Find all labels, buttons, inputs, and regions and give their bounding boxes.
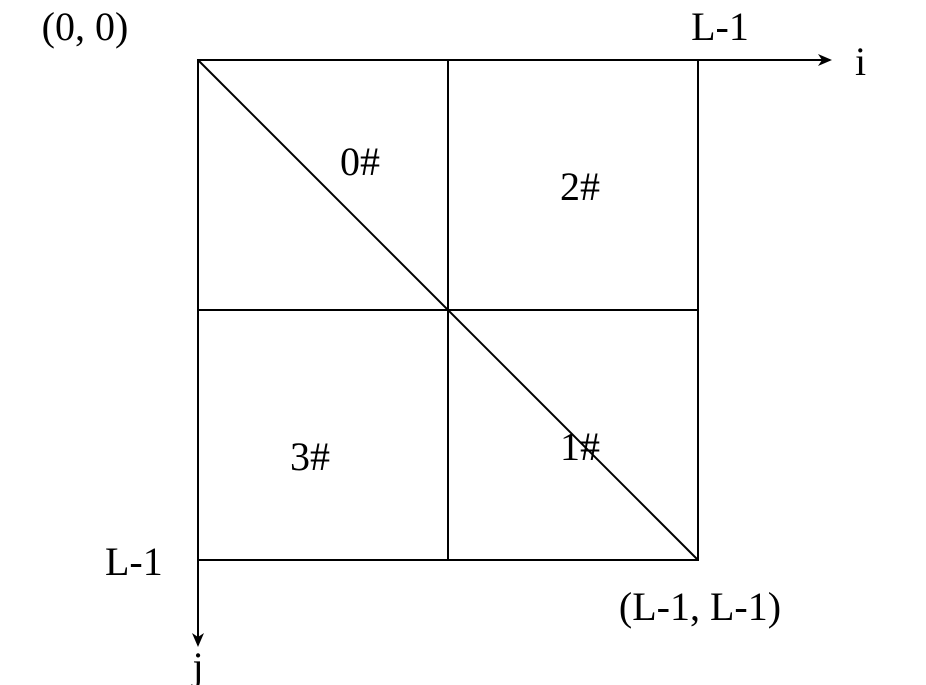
region-3: 3# — [290, 434, 330, 479]
label-origin: (0, 0) — [42, 4, 129, 49]
label-l1-j: L-1 — [105, 539, 163, 584]
label-corner: (L-1, L-1) — [619, 584, 781, 629]
label-l1-i: L-1 — [691, 4, 749, 49]
axis-i-label: i — [855, 39, 866, 84]
axis-j-label: j — [190, 644, 203, 685]
region-2: 2# — [560, 164, 600, 209]
diagram-svg: i j (0, 0) L-1 L-1 (L-1, L-1) 0# 2# 3# 1… — [0, 0, 926, 685]
region-1: 1# — [560, 424, 600, 469]
region-0: 0# — [340, 139, 380, 184]
